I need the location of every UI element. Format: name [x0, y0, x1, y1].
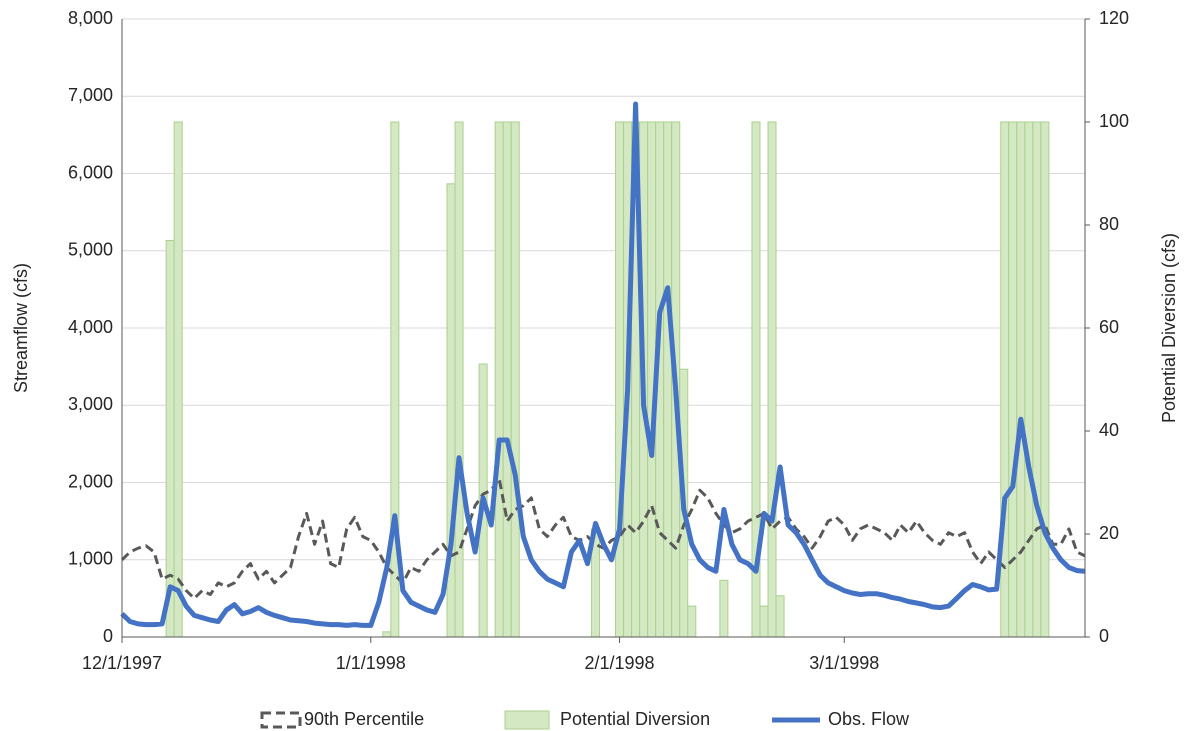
- x-tick-label: 1/1/1998: [336, 653, 406, 673]
- bar: [687, 605, 697, 638]
- y-tick-label: 3,000: [68, 394, 113, 414]
- y2-tick-label: 0: [1099, 626, 1109, 646]
- y-tick-label: 8,000: [68, 8, 113, 28]
- y-tick-label: 7,000: [68, 85, 113, 105]
- y-tick-label: 0: [103, 626, 113, 646]
- bar: [759, 605, 769, 638]
- legend-swatch: [260, 711, 302, 729]
- y2-tick-label: 100: [1099, 111, 1129, 131]
- line: [120, 101, 1086, 628]
- y-tick-label: 4,000: [68, 317, 113, 337]
- bar: [615, 121, 625, 638]
- y-tick-label: 5,000: [68, 240, 113, 260]
- legend-label: Obs. Flow: [828, 709, 910, 729]
- y2-axis-title: Potential Diversion (cfs): [1159, 233, 1179, 423]
- bar: [663, 121, 673, 638]
- y-axis-title: Streamflow (cfs): [11, 263, 31, 393]
- bar: [767, 121, 777, 638]
- x-tick-label: 3/1/1998: [809, 653, 879, 673]
- legend-label: Potential Diversion: [560, 709, 710, 729]
- x-tick-label: 12/1/1997: [82, 653, 162, 673]
- bar: [719, 579, 729, 638]
- y-tick-label: 2,000: [68, 471, 113, 491]
- y-tick-label: 1,000: [68, 549, 113, 569]
- bar: [173, 121, 183, 638]
- bar: [494, 121, 504, 638]
- bar: [1040, 121, 1050, 638]
- legend-label: 90th Percentile: [304, 709, 424, 729]
- y2-tick-label: 20: [1099, 523, 1119, 543]
- x-tick-label: 2/1/1998: [585, 653, 655, 673]
- bar: [382, 631, 392, 638]
- bar: [510, 121, 520, 638]
- legend-swatch: [504, 710, 550, 730]
- y-tick-label: 6,000: [68, 162, 113, 182]
- bar: [454, 121, 464, 638]
- bar: [1000, 121, 1010, 638]
- y2-tick-label: 40: [1099, 420, 1119, 440]
- bar: [1024, 121, 1034, 638]
- y2-tick-label: 80: [1099, 214, 1119, 234]
- bar: [1016, 121, 1026, 638]
- bar: [1032, 121, 1042, 638]
- bar: [502, 121, 512, 638]
- y2-tick-label: 60: [1099, 317, 1119, 337]
- bar: [775, 595, 785, 638]
- y2-tick-label: 120: [1099, 8, 1129, 28]
